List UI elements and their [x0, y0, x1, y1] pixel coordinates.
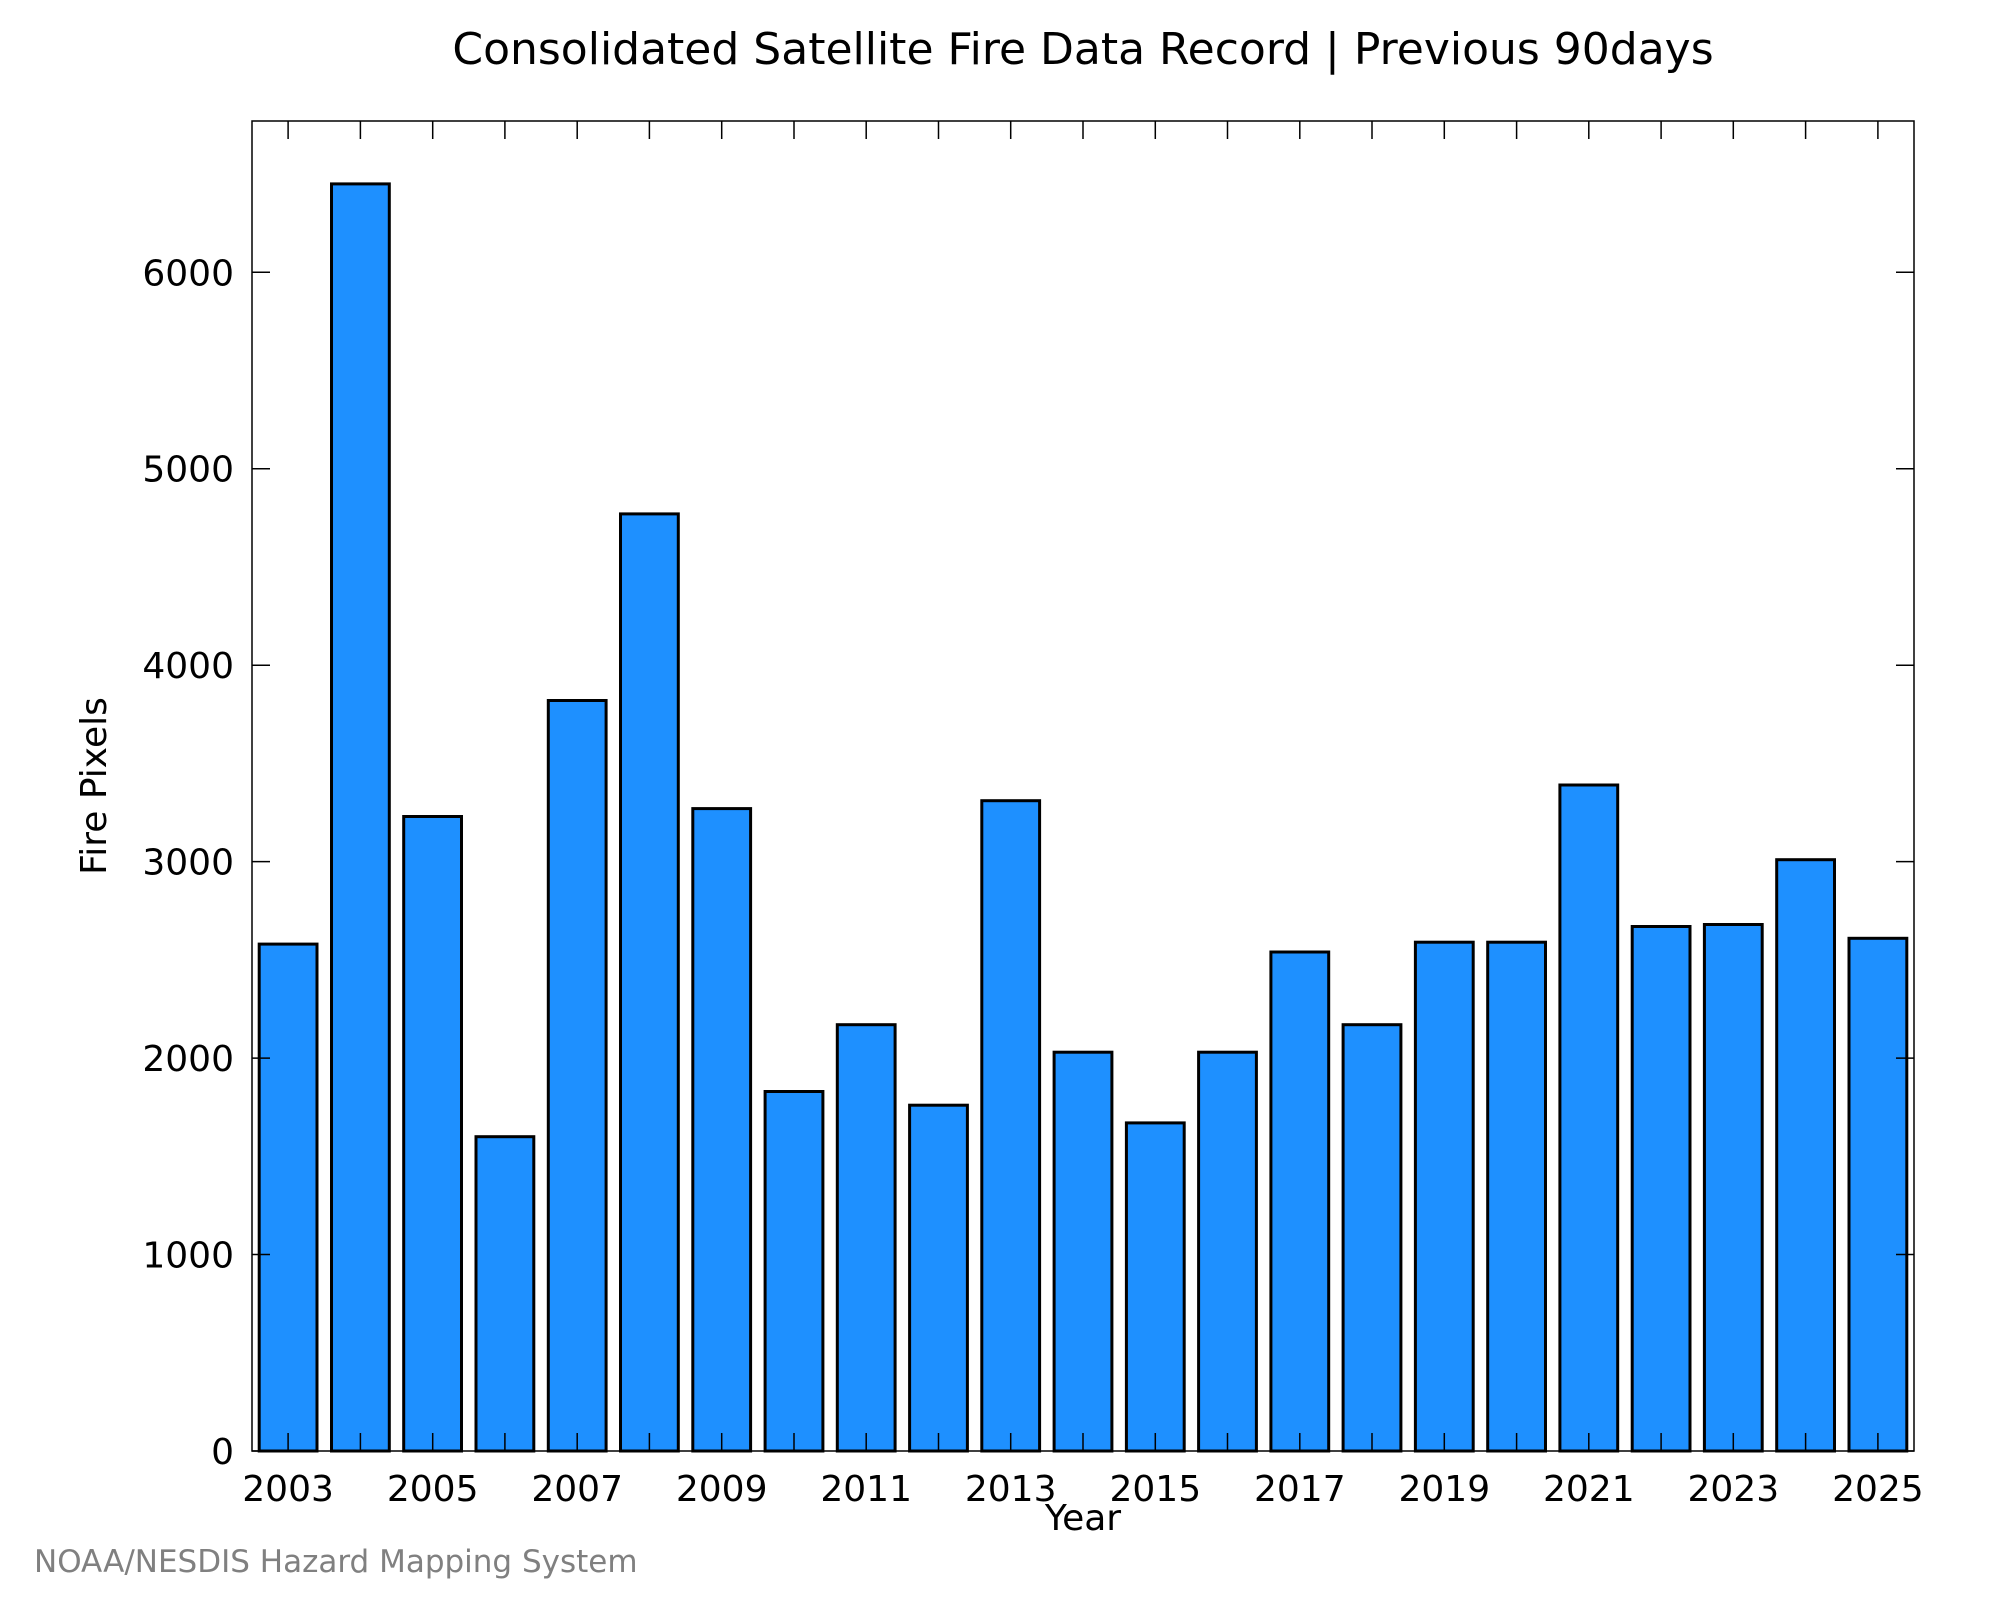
bar-2004: [330, 182, 391, 1453]
x-tick-label: 2023: [1687, 1469, 1779, 1510]
bar-2012: [908, 1103, 969, 1453]
x-tick-label: 2011: [820, 1469, 912, 1510]
y-tick-label: 4000: [142, 646, 234, 687]
bar-2024: [1775, 858, 1836, 1453]
bar-2023: [1702, 923, 1764, 1453]
bar-2018: [1341, 1023, 1403, 1453]
y-tick-label: 1000: [142, 1236, 234, 1277]
bar-2007: [546, 699, 608, 1453]
chart-title: Consolidated Satellite Fire Data Record …: [452, 24, 1713, 75]
bar-2022: [1630, 925, 1692, 1453]
x-axis-label: Year: [1044, 1498, 1121, 1539]
bar-2010: [763, 1090, 825, 1453]
bar-2015: [1124, 1121, 1186, 1453]
bar-2013: [980, 799, 1042, 1453]
y-tick-label: 3000: [142, 843, 234, 884]
bar-2003: [257, 942, 319, 1453]
y-axis: 0 1000 2000 3000 4000 5000 6000: [142, 253, 1914, 1473]
x-tick-label: 2009: [676, 1469, 768, 1510]
y-axis-label: Fire Pixels: [74, 697, 115, 875]
bar-2006: [474, 1135, 536, 1453]
source-credit: NOAA/NESDIS Hazard Mapping System: [34, 1544, 638, 1580]
x-tick-label: 2003: [242, 1469, 334, 1510]
y-tick-label: 5000: [142, 450, 234, 491]
x-tick-label: 2017: [1254, 1469, 1346, 1510]
x-tick-label: 2025: [1832, 1469, 1924, 1510]
bar-2014: [1052, 1050, 1114, 1453]
bar-2011: [835, 1023, 897, 1453]
x-axis: 2003 2005 2007 2009 2011 2013 2015 2017 2019 2021…: [242, 121, 1924, 1510]
y-tick-label: 6000: [142, 253, 234, 294]
bar-2025: [1847, 936, 1909, 1453]
bar-2017: [1269, 950, 1331, 1453]
y-tick-label: 2000: [142, 1039, 234, 1080]
x-tick-label: 2021: [1543, 1469, 1635, 1510]
x-tick-label: 2013: [965, 1469, 1057, 1510]
bar-2005: [402, 815, 464, 1453]
bar-2019: [1413, 940, 1475, 1453]
bars-group: [257, 182, 1909, 1453]
y-tick-label: 0: [211, 1432, 234, 1473]
x-tick-label: 2005: [387, 1469, 479, 1510]
bar-2020: [1486, 940, 1547, 1453]
x-tick-label: 2019: [1398, 1469, 1490, 1510]
bar-2021: [1558, 783, 1620, 1453]
bar-2009: [691, 807, 753, 1453]
bar-2008: [619, 512, 680, 1453]
x-tick-label: 2007: [531, 1469, 623, 1510]
bar-2016: [1197, 1050, 1258, 1453]
x-tick-label: 2015: [1109, 1469, 1201, 1510]
